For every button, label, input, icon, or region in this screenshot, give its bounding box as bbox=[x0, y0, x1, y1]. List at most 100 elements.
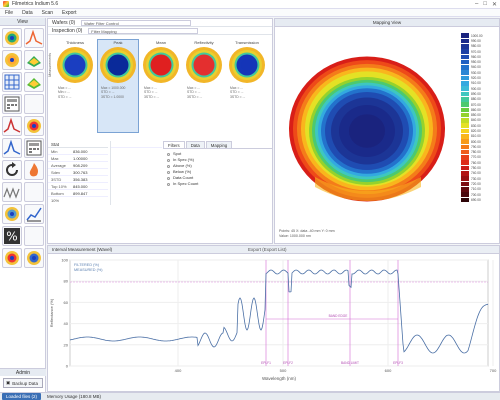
mapping-view-header: Mapping View bbox=[275, 19, 499, 27]
tool-button[interactable] bbox=[2, 248, 22, 268]
tool-button[interactable] bbox=[24, 226, 44, 246]
tab-mapping[interactable]: Mapping bbox=[205, 141, 233, 148]
legend-swatch bbox=[461, 38, 469, 44]
tool-button[interactable] bbox=[24, 72, 44, 92]
wafer-map-icon bbox=[5, 251, 19, 265]
wave-icon bbox=[3, 187, 20, 199]
legend-swatch bbox=[461, 176, 469, 181]
spectrum-title: Interval Measurement (Wavel) bbox=[52, 247, 113, 252]
map-thumbnail[interactable]: Peak Max = 1000.000 STD = ... 3STD = 1.0000 bbox=[97, 39, 139, 133]
tool-button[interactable] bbox=[24, 138, 44, 158]
loaded-files-button[interactable]: Loaded files (2) bbox=[2, 393, 42, 400]
menu-data[interactable]: Data bbox=[22, 9, 33, 16]
inspection-row: Inspection (0) Filter Mapping bbox=[48, 27, 272, 35]
plot-area bbox=[69, 259, 489, 367]
table-icon bbox=[4, 96, 20, 112]
tool-button[interactable] bbox=[2, 94, 22, 114]
map-stat-line: 3STD = ... bbox=[230, 94, 246, 99]
legend-label: 740.00 bbox=[471, 171, 481, 176]
spectrum-small-icon bbox=[3, 139, 21, 155]
legend-label: 870.00 bbox=[471, 102, 481, 107]
filter-option[interactable]: Below (%) bbox=[167, 169, 269, 175]
tool-button[interactable] bbox=[2, 138, 22, 158]
map-thumbnail[interactable]: Thickness Max = ... Min = ... STD = ... bbox=[54, 39, 96, 133]
stat-key: 3STD bbox=[51, 177, 62, 182]
map-thumbnail[interactable]: Transmission Max = ... STD = ... 3STD = ... bbox=[226, 39, 268, 133]
tool-button[interactable] bbox=[24, 50, 44, 70]
tool-button[interactable] bbox=[2, 28, 22, 48]
map-stat-line: Max = ... bbox=[230, 86, 244, 90]
legend-entry: 1000.00 bbox=[461, 33, 497, 38]
inspection-select[interactable]: Filter Mapping bbox=[88, 27, 199, 34]
legend-entry: 820.00 bbox=[461, 128, 497, 134]
tool-button[interactable] bbox=[2, 160, 22, 180]
wafer-thumbnail-map bbox=[186, 47, 222, 83]
legend-entry: 750.00 bbox=[461, 165, 497, 171]
tool-button[interactable] bbox=[24, 248, 44, 268]
stat-value: 908.209 bbox=[73, 163, 88, 168]
filter-tabs: Filters Data Mapping Spot In Spec (%) Abov… bbox=[163, 141, 273, 189]
y-tick-label: 20 bbox=[64, 342, 69, 347]
filter-option-label: In Spec (%) bbox=[173, 157, 194, 162]
filter-option[interactable]: Above (%) bbox=[167, 163, 269, 169]
maximize-button[interactable]: □ bbox=[483, 1, 487, 7]
tool-button[interactable] bbox=[24, 182, 44, 202]
legend-entry: 970.00 bbox=[461, 49, 497, 54]
legend-label: 720.00 bbox=[471, 181, 481, 186]
tool-button[interactable] bbox=[2, 72, 22, 92]
stat-key: Min bbox=[51, 149, 58, 154]
blank-icon bbox=[25, 95, 43, 113]
filter-option[interactable]: In Spec Count bbox=[167, 181, 269, 187]
minimize-button[interactable]: – bbox=[475, 1, 479, 7]
filter-option[interactable]: In Spec (%) bbox=[167, 157, 269, 163]
spectrum-export-label: Export (Export List) bbox=[248, 247, 287, 252]
legend-entry: 770.00 bbox=[461, 155, 497, 160]
tool-button[interactable] bbox=[2, 182, 22, 202]
map-stat-line: Max = ... bbox=[187, 86, 201, 90]
wafers-select[interactable]: Wafer Filter Control bbox=[81, 19, 192, 26]
filter-option[interactable]: Data Count bbox=[167, 175, 269, 181]
wafer-map-icon bbox=[5, 53, 19, 67]
tool-button[interactable] bbox=[24, 116, 44, 136]
filter-option[interactable]: Spot bbox=[167, 151, 269, 157]
tool-button[interactable] bbox=[2, 204, 22, 224]
tool-button[interactable] bbox=[2, 50, 22, 70]
tool-button[interactable]: % bbox=[2, 226, 22, 246]
legend-entry: 690.00 bbox=[461, 197, 497, 203]
map-thumbnail[interactable]: Mean Max = ... STD = ... 3STD = ... bbox=[140, 39, 182, 133]
legend-swatch bbox=[461, 59, 469, 65]
table-row: Max 1.00000 bbox=[48, 155, 108, 162]
legend-swatch bbox=[461, 165, 469, 171]
wafer-map[interactable] bbox=[275, 27, 461, 227]
spectrum-chart[interactable]: 100 80 60 40 20 0 400 500 600 700 Reflectance (%) W… bbox=[48, 254, 499, 391]
window-title: Filmetrics Indium 5.6 bbox=[12, 1, 59, 7]
map-stat-line: Min = ... bbox=[58, 90, 71, 95]
map-stat-line: 3STD = ... bbox=[144, 94, 160, 99]
x-tick-label: 500 bbox=[280, 368, 287, 373]
menu-file[interactable]: File bbox=[5, 9, 14, 16]
grid-map-icon bbox=[4, 74, 20, 90]
blank-icon bbox=[25, 227, 43, 245]
legend-entry: 880.00 bbox=[461, 96, 497, 102]
tab-filters[interactable]: Filters bbox=[163, 141, 185, 148]
menu-export[interactable]: Export bbox=[62, 9, 77, 16]
map-thumbnail[interactable]: Reflectivity Max = ... STD = ... 3STD = ... bbox=[183, 39, 225, 133]
tool-button[interactable] bbox=[24, 94, 44, 114]
tool-button[interactable] bbox=[24, 204, 44, 224]
legend-swatch bbox=[461, 65, 469, 70]
menu-scan[interactable]: Scan bbox=[41, 9, 54, 16]
wafer-overview-panel: Wafers (0) Wafer Filter Control Inspecti… bbox=[47, 18, 273, 244]
tool-button[interactable] bbox=[24, 28, 44, 48]
tool-button[interactable] bbox=[24, 160, 44, 180]
radio-icon bbox=[167, 176, 170, 180]
filter-option-label: Above (%) bbox=[173, 163, 192, 168]
color-legend: 1000.00 990.00 980.00 970.00 960.00 950.00 940… bbox=[461, 33, 497, 203]
spectrum-trace bbox=[69, 269, 489, 354]
legend-label: 860.00 bbox=[471, 107, 481, 112]
tab-data[interactable]: Data bbox=[185, 141, 205, 148]
tool-button[interactable] bbox=[2, 116, 22, 136]
map-thumbnail-caption: Reflectivity bbox=[194, 40, 214, 45]
backup-data-button[interactable]: ▣ Backup Data bbox=[3, 378, 43, 388]
x-tick-label: 700 bbox=[490, 368, 497, 373]
close-button[interactable]: ✕ bbox=[491, 2, 497, 8]
